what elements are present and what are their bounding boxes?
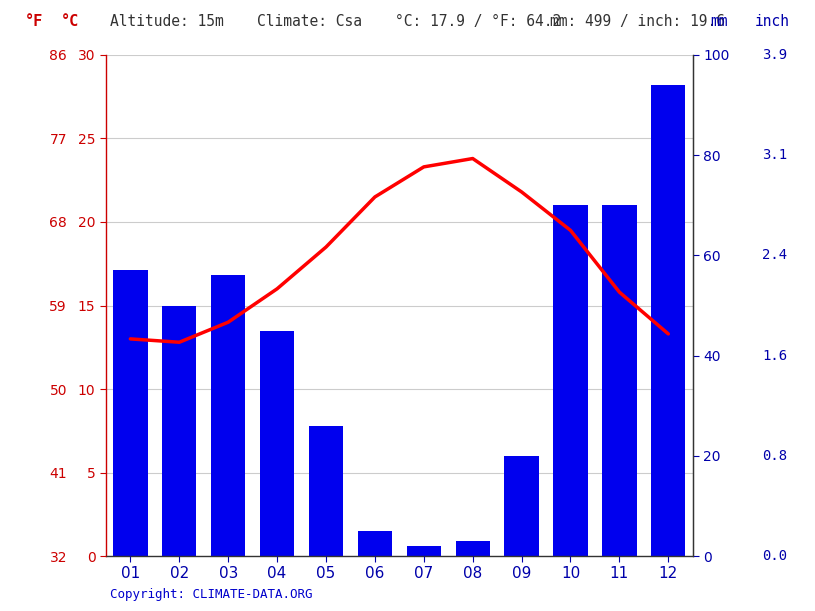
Text: 1.6: 1.6: [762, 349, 787, 362]
Bar: [504, 456, 539, 556]
Bar: [162, 306, 196, 556]
Bar: [211, 276, 245, 556]
Bar: [260, 331, 294, 556]
Text: mm: mm: [711, 13, 728, 29]
Text: °F: °F: [24, 13, 42, 29]
Text: Copyright: CLIMATE-DATA.ORG: Copyright: CLIMATE-DATA.ORG: [110, 588, 312, 601]
Bar: [602, 205, 637, 556]
Text: Altitude: 15m: Altitude: 15m: [110, 13, 224, 29]
Text: 3.9: 3.9: [762, 48, 787, 62]
Text: Climate: Csa: Climate: Csa: [257, 13, 362, 29]
Text: °C: 17.9 / °F: 64.2: °C: 17.9 / °F: 64.2: [395, 13, 562, 29]
Text: °C: °C: [61, 13, 79, 29]
Bar: [407, 546, 441, 556]
Text: 0.8: 0.8: [762, 449, 787, 463]
Text: mm: 499 / inch: 19.6: mm: 499 / inch: 19.6: [550, 13, 725, 29]
Bar: [553, 205, 588, 556]
Text: 3.1: 3.1: [762, 148, 787, 162]
Bar: [358, 531, 392, 556]
Text: 0.0: 0.0: [762, 549, 787, 563]
Text: 2.4: 2.4: [762, 249, 787, 262]
Bar: [456, 541, 490, 556]
Bar: [309, 426, 343, 556]
Text: inch: inch: [755, 13, 790, 29]
Bar: [651, 85, 685, 556]
Bar: [113, 271, 148, 556]
